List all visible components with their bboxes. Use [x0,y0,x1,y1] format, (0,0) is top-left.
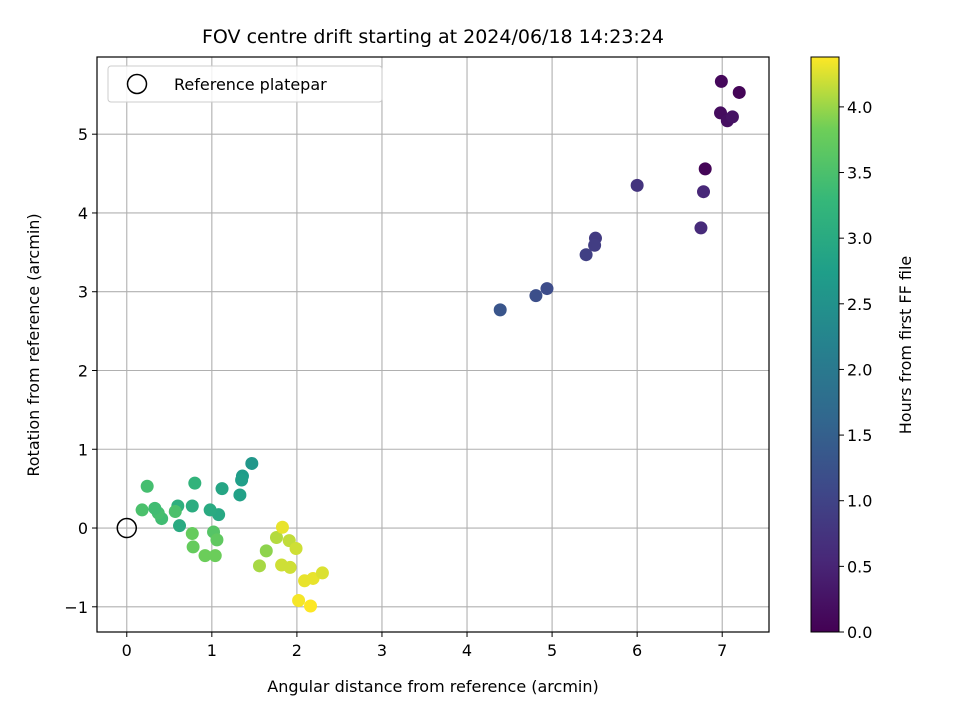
x-tick-label-7: 7 [717,641,727,660]
data-point-17 [235,473,249,487]
data-point-18 [233,488,247,502]
data-point-43 [289,542,303,556]
y-tick-label-2: 1 [78,440,88,459]
data-point-24 [173,519,187,533]
data-point-15 [245,456,259,470]
data-point-12 [540,282,554,296]
data-point-33 [210,533,224,547]
colorbar-tick-label-1: 0.5 [847,557,872,576]
data-point-29 [148,501,162,515]
data-point-26 [168,504,182,518]
colorbar-tick-label-6: 3.0 [847,229,872,248]
data-point-7 [694,221,708,235]
data-point-19 [215,482,229,496]
x-tick-label-3: 3 [377,641,387,660]
x-tick-label-5: 5 [547,641,557,660]
chart-title: FOV centre drift starting at 2024/06/18 … [202,26,664,48]
data-point-49 [292,593,306,607]
data-point-45 [283,560,297,574]
y-tick-label-5: 4 [78,204,88,223]
colorbar-tick-label-0: 0.0 [847,623,872,642]
data-point-39 [252,559,266,573]
scatter-points [116,74,746,613]
plot-area-frame [96,56,770,633]
x-tick-label-0: 0 [122,641,132,660]
data-point-11 [579,248,593,262]
data-point-35 [186,540,200,554]
colorbar-tick-label-4: 2.0 [847,360,872,379]
data-point-34 [185,527,199,541]
data-point-37 [208,549,222,563]
y-tick-label-0: −1 [64,598,88,617]
y-tick-label-6: 5 [78,125,88,144]
data-point-5 [698,162,712,176]
data-point-4 [725,110,739,124]
colorbar-tick-label-2: 1.0 [847,492,872,511]
data-point-36 [198,549,212,563]
y-tick-label-4: 3 [78,283,88,302]
x-axis-ticks: 0 1 2 3 4 5 6 7 [122,632,727,660]
y-tick-label-3: 2 [78,361,88,380]
data-point-31 [135,503,149,517]
data-point-38 [259,544,273,558]
legend-box [107,65,383,103]
reference-platepar-marker [116,517,138,539]
y-axis-label: Rotation from reference (arcmin) [24,213,43,476]
x-tick-label-2: 2 [292,641,302,660]
data-point-40 [269,530,283,544]
x-tick-label-6: 6 [632,641,642,660]
data-point-23 [185,499,199,513]
data-point-30 [140,479,154,493]
data-point-48 [315,566,329,580]
data-point-41 [275,520,289,534]
data-point-0 [732,85,746,99]
data-point-6 [697,185,711,199]
colorbar-ticks: 0.0 0.5 1.0 1.5 2.0 2.5 3.0 3.5 4.0 [839,98,872,642]
colorbar-tick-label-7: 3.5 [847,164,872,183]
data-point-47 [306,571,320,585]
colorbar-tick-label-3: 1.5 [847,426,872,445]
x-axis-label: Angular distance from reference (arcmin) [267,677,598,696]
data-point-14 [493,303,507,317]
grid [97,57,769,632]
data-point-13 [529,289,543,303]
data-point-1 [714,74,728,88]
data-point-50 [304,599,318,613]
data-point-10 [588,238,602,252]
data-point-21 [203,503,217,517]
x-tick-label-1: 1 [207,641,217,660]
legend: Reference platepar [107,65,383,103]
data-point-8 [630,178,644,192]
colorbar-tick-label-8: 4.0 [847,98,872,117]
colorbar-tick-label-5: 2.5 [847,295,872,314]
x-tick-label-4: 4 [462,641,472,660]
legend-label-reference: Reference platepar [174,75,327,94]
colorbar-label: Hours from first FF file [896,256,915,435]
legend-marker-reference [126,73,148,95]
y-tick-label-1: 0 [78,519,88,538]
y-axis-ticks: −1 0 1 2 3 4 5 [64,125,97,617]
data-point-22 [188,476,202,490]
colorbar [810,56,840,633]
